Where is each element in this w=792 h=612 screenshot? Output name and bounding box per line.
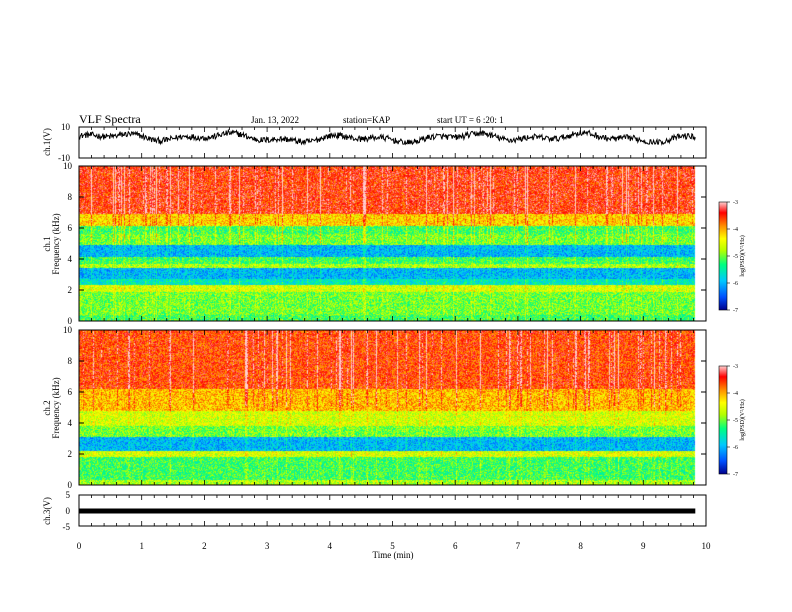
ch1-spectrogram-ylabel-1: ch.1 (42, 236, 52, 251)
ch2-colorbar-scale (718, 365, 728, 475)
ch2-colorbar: -3 -4 -5 -6 -7 log(PSD)(V²/Hz) (718, 364, 746, 478)
colorbar-tick-label: -7 (733, 308, 738, 314)
ytick-label: 6 (68, 223, 73, 233)
ch2-spectrogram-ylabel-2: Frequency (kHz) (51, 377, 61, 438)
ytick-label: 6 (68, 387, 73, 397)
ch3-waveform-line (79, 508, 696, 514)
ytick-label: 2 (68, 449, 73, 459)
header-station: station=KAP (343, 115, 390, 125)
header-date: Jan. 13, 2022 (251, 115, 299, 125)
ch1-colorbar-scale (718, 201, 728, 311)
ch3-waveform-panel: 5 0 -5 ch.3(V) 0 1 2 3 4 5 6 7 8 9 10 Time (min) (42, 490, 711, 560)
xtick-label: 6 (453, 541, 458, 551)
xtick-label: 5 (390, 541, 395, 551)
ch1-spectrogram-image (79, 166, 706, 321)
ch2-spectrogram-yticks: 0 2 4 6 8 10 (63, 325, 706, 490)
colorbar-tick-label: -7 (733, 472, 738, 478)
colorbar-tick-label: -6 (733, 281, 738, 287)
xtick-label: 1 (139, 541, 144, 551)
ch3-ytick-top: 5 (66, 490, 71, 500)
colorbar-tick-label: -6 (733, 445, 738, 451)
ytick-label: 0 (68, 316, 73, 326)
ch1-waveform-ylabel: ch.1(V) (42, 128, 52, 156)
xtick-label: 7 (516, 541, 521, 551)
ytick-label: 0 (68, 480, 73, 490)
ch1-spectrogram-yticks: 0 2 4 6 8 10 (63, 161, 706, 326)
ch3-waveform-ylabel: ch.3(V) (42, 497, 52, 525)
xtick-label: 8 (578, 541, 583, 551)
xtick-label: 9 (641, 541, 646, 551)
ch1-spectrogram-panel: 0 2 4 6 8 10 ch.1 Frequency (kHz) (42, 161, 707, 326)
ch2-colorbar-ticks: -3 -4 -5 -6 -7 (727, 364, 738, 478)
ch2-spectrogram-image (79, 330, 706, 485)
ytick-label: 8 (68, 192, 73, 202)
ytick-label: 2 (68, 285, 73, 295)
ytick-label: 8 (68, 356, 73, 366)
colorbar-tick-label: -4 (733, 391, 738, 397)
header-start-time: start UT = 6 :20: 1 (437, 115, 504, 125)
colorbar-tick-label: -4 (733, 227, 738, 233)
xtick-label: 4 (328, 541, 333, 551)
ch1-ytick-bottom: -10 (58, 153, 70, 163)
ch2-spectrogram-ylabel-1: ch.2 (42, 400, 52, 415)
ch1-colorbar: -3 -4 -5 -6 -7 log(PSD)(V²/Hz) (718, 200, 746, 314)
colorbar-tick-label: -3 (733, 200, 738, 206)
ch2-spectrogram-panel: 0 2 4 6 8 10 ch.2 Frequency (kHz) (42, 325, 707, 490)
xtick-label: 2 (202, 541, 207, 551)
xtick-label: 10 (702, 541, 712, 551)
ch1-waveform-line (78, 128, 696, 146)
ch1-ytick-top: 10 (61, 122, 71, 132)
ch3-ytick-bottom: -5 (63, 522, 71, 532)
colorbar-tick-label: -5 (733, 418, 738, 424)
time-minor-ticks (78, 127, 707, 526)
colorbar-tick-label: -5 (733, 254, 738, 260)
time-axis-ticks: 0 1 2 3 4 5 6 7 8 9 10 (77, 541, 711, 551)
ytick-label: 10 (63, 161, 73, 171)
ytick-label: 10 (63, 325, 73, 335)
colorbar-tick-label: -3 (733, 364, 738, 370)
time-axis-label: Time (min) (373, 550, 414, 560)
ytick-label: 4 (68, 254, 73, 264)
xtick-label: 3 (265, 541, 270, 551)
ch1-spectrogram-ylabel-2: Frequency (kHz) (51, 213, 61, 274)
ch1-colorbar-ticks: -3 -4 -5 -6 -7 (727, 200, 738, 314)
xtick-label: 0 (77, 541, 82, 551)
figure-title: VLF Spectra (79, 112, 141, 126)
ch2-colorbar-label: log(PSD)(V²/Hz) (739, 399, 746, 440)
ytick-label: 4 (68, 418, 73, 428)
ch3-ytick-mid: 0 (66, 506, 71, 516)
ch1-colorbar-label: log(PSD)(V²/Hz) (739, 235, 746, 276)
